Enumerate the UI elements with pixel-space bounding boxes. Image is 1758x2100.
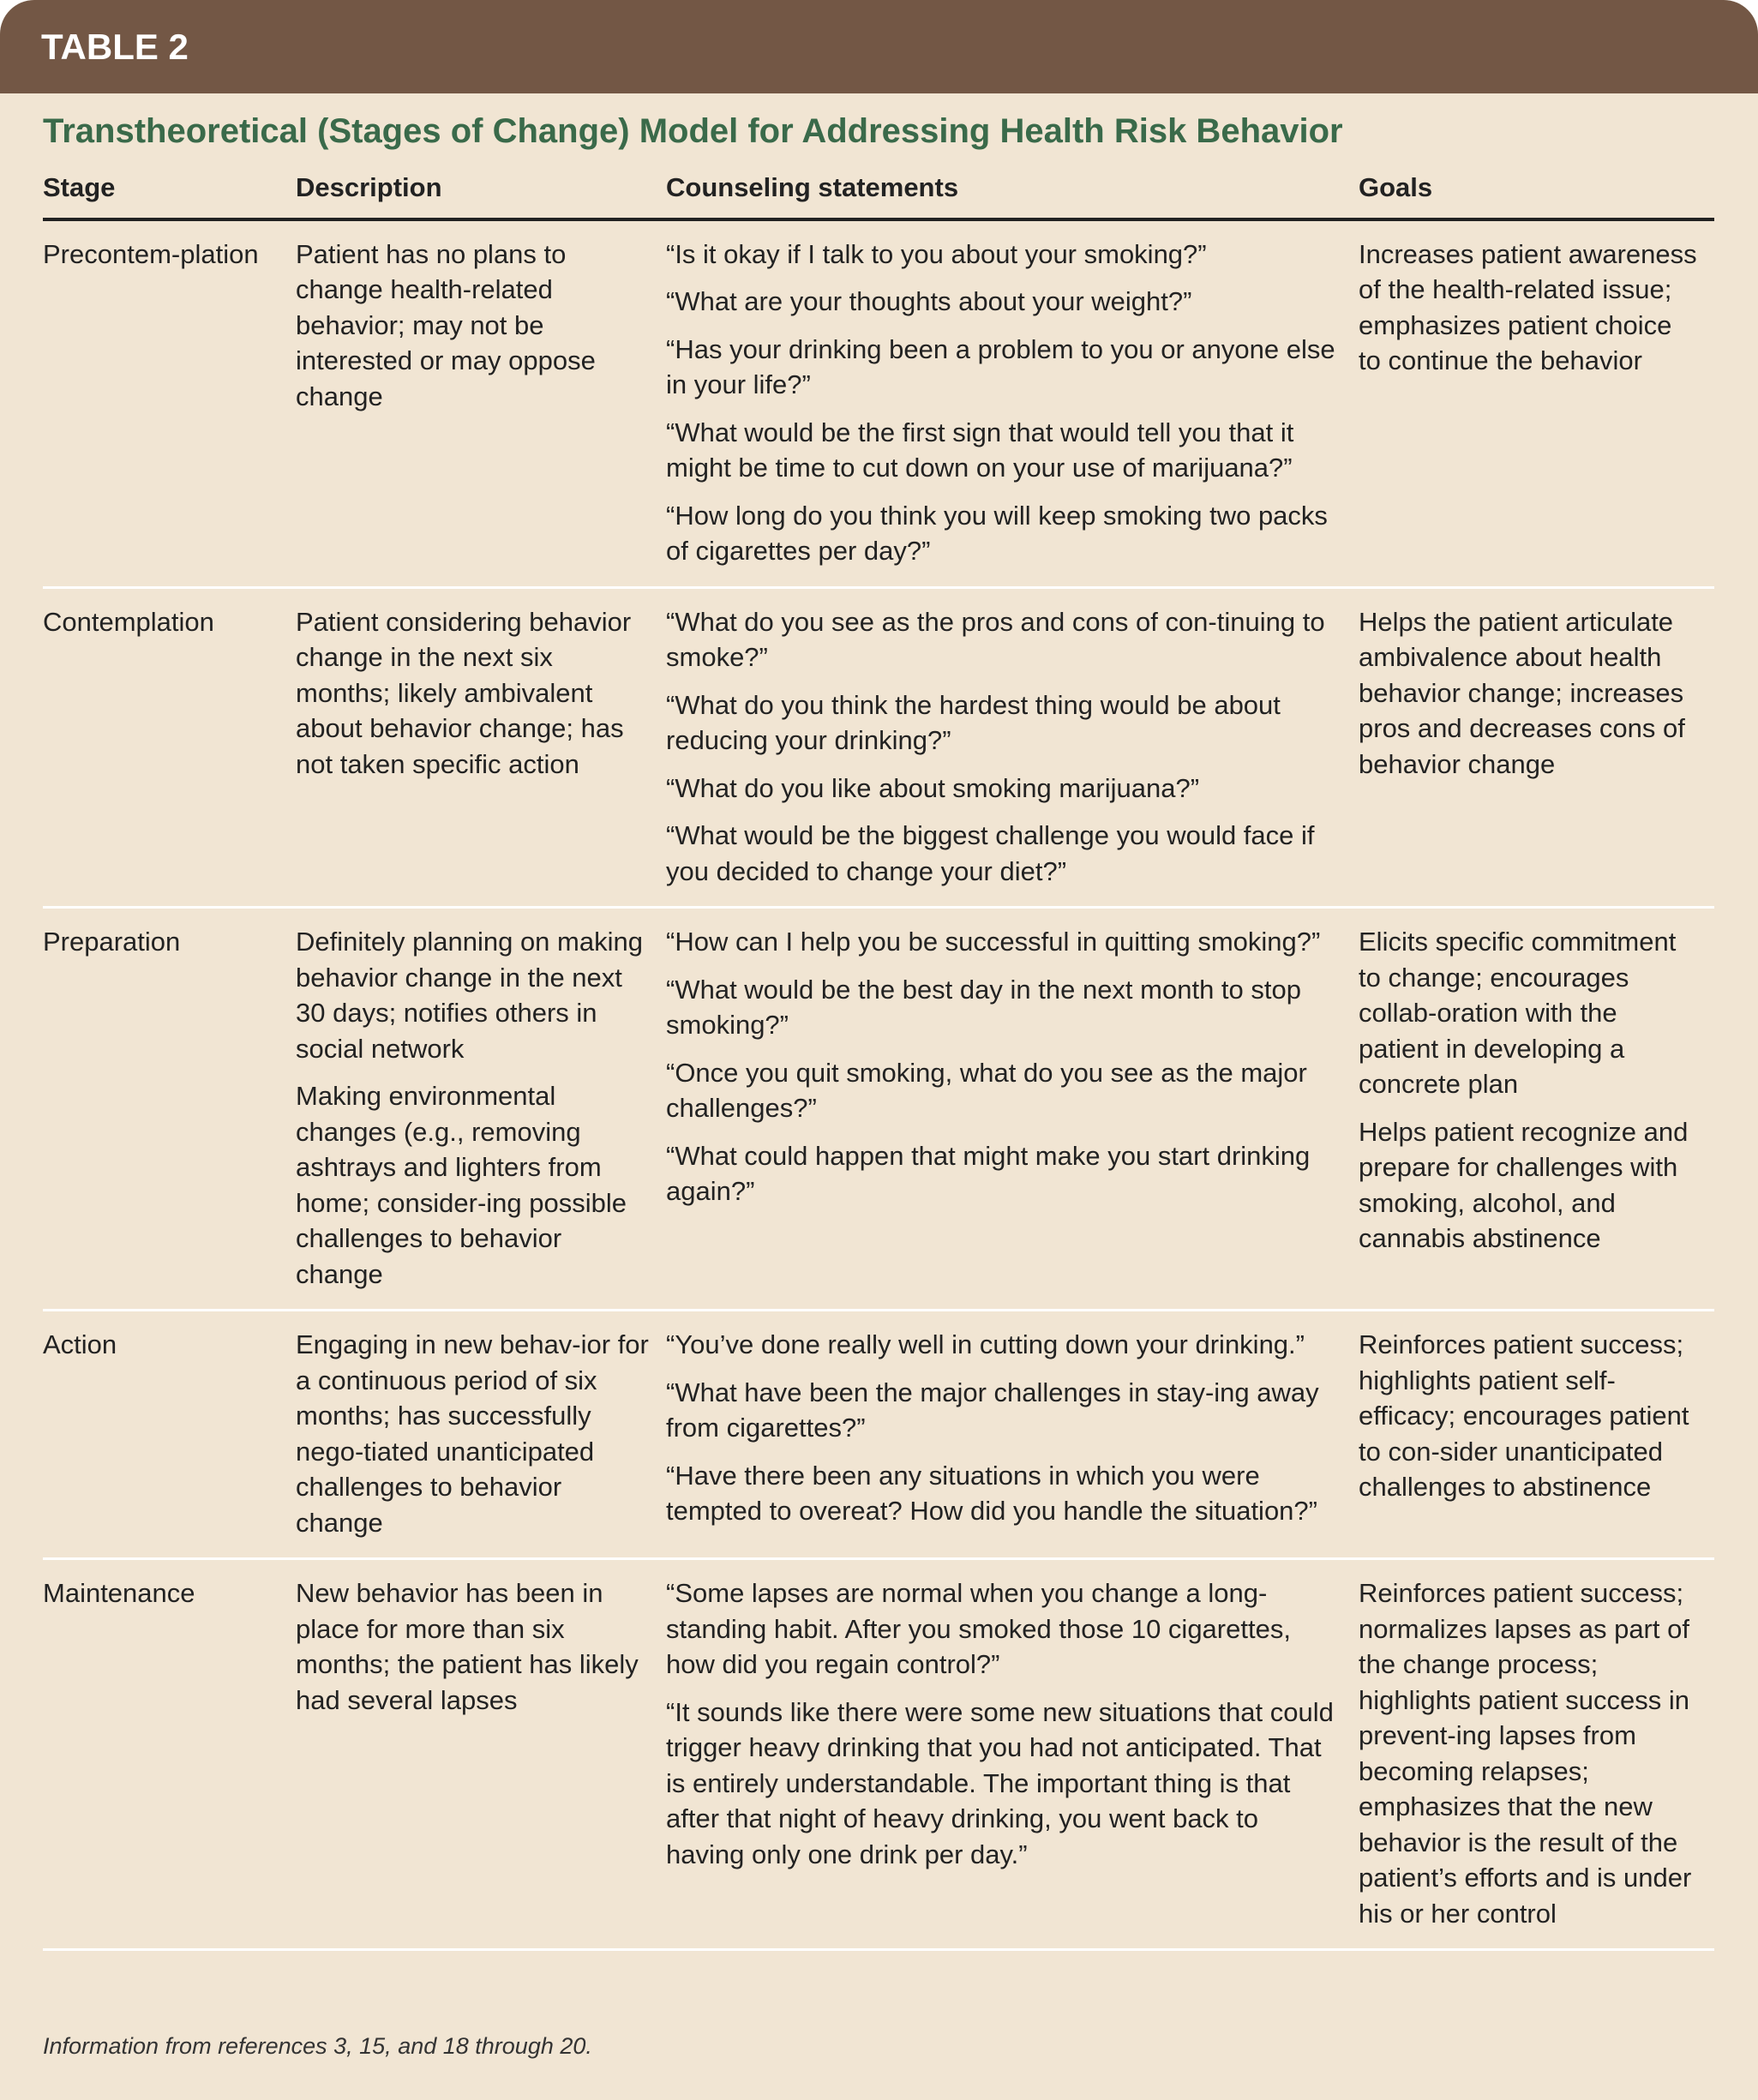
table-title: Transtheoretical (Stages of Change) Mode… (43, 112, 1343, 150)
stage-cell: Preparation (43, 907, 296, 1311)
description-cell-paragraph: Definitely planning on making behavior c… (296, 927, 643, 1064)
description-cell: Patient has no plans to change health-re… (296, 219, 666, 589)
counseling-cell-paragraph: “How long do you think you will keep smo… (666, 500, 1328, 567)
counseling-cell-paragraph: “Once you quit smoking, what do you see … (666, 1057, 1307, 1124)
counseling-cell-paragraph: “What are your thoughts about your weigh… (666, 286, 1192, 316)
stages-table: Stage Description Counseling statements … (43, 163, 1714, 1951)
table-row: Action Engaging in new behav-ior for a co… (43, 1310, 1714, 1560)
description-cell: Patient considering behavior change in t… (296, 587, 666, 909)
description-cell-paragraph: Making environmental changes (e.g., remo… (296, 1081, 627, 1289)
description-cell: Definitely planning on making behavior c… (296, 907, 666, 1311)
table-row: Preparation Definitely planning on making… (43, 907, 1714, 1311)
stage-cell: Precontem-plation (43, 219, 296, 589)
counseling-cell-paragraph: “What could happen that might make you s… (666, 1140, 1311, 1207)
description-cell: New behavior has been in place for more … (296, 1558, 666, 1951)
goals-cell-paragraph: Reinforces patient success; highlights p… (1359, 1329, 1689, 1502)
col-header-goals: Goals (1359, 163, 1714, 221)
counseling-cell: “You’ve done really well in cutting down… (666, 1310, 1359, 1560)
stage-cell: Contemplation (43, 587, 296, 909)
goals-cell-paragraph: Increases patient awareness of the healt… (1359, 238, 1697, 376)
footnote: Information from references 3, 15, and 1… (43, 2033, 592, 2059)
goals-cell: Elicits specific commitment to change; e… (1359, 907, 1714, 1311)
table-row: Contemplation Patient considering behavio… (43, 587, 1714, 909)
counseling-cell: “What do you see as the pros and cons of… (666, 587, 1359, 909)
stage-cell: Action (43, 1310, 296, 1560)
table-label: TABLE 2 (0, 0, 1758, 93)
description-cell-paragraph: Engaging in new behav-ior for a continuo… (296, 1329, 649, 1538)
goals-cell-paragraph: Helps the patient articulate ambivalence… (1359, 606, 1685, 779)
counseling-cell-paragraph: “What do you think the hardest thing wou… (666, 689, 1281, 756)
goals-cell: Reinforces patient success; normalizes l… (1359, 1558, 1714, 1951)
col-header-counseling: Counseling statements (666, 163, 1359, 221)
counseling-cell: “How can I help you be successful in qui… (666, 907, 1359, 1311)
description-cell-paragraph: Patient has no plans to change health-re… (296, 238, 596, 411)
counseling-cell-paragraph: “What do you see as the pros and cons of… (666, 606, 1325, 673)
counseling-cell: “Is it okay if I talk to you about your … (666, 219, 1359, 589)
goals-cell-paragraph: Reinforces patient success; normalizes l… (1359, 1578, 1692, 1929)
counseling-cell-paragraph: “What do you like about smoking marijuan… (666, 772, 1200, 803)
counseling-cell-paragraph: “Has your drinking been a problem to you… (666, 333, 1335, 400)
description-cell: Engaging in new behav-ior for a continuo… (296, 1310, 666, 1560)
counseling-cell-paragraph: “How can I help you be successful in qui… (666, 927, 1321, 957)
counseling-cell-paragraph: “Is it okay if I talk to you about your … (666, 238, 1207, 269)
counseling-cell: “Some lapses are normal when you change … (666, 1558, 1359, 1951)
counseling-cell-paragraph: “Have there been any situations in which… (666, 1460, 1317, 1527)
col-header-stage: Stage (43, 163, 296, 221)
counseling-cell-paragraph: “What would be the biggest challenge you… (666, 820, 1315, 886)
goals-cell: Reinforces patient success; highlights p… (1359, 1310, 1714, 1560)
goals-cell-paragraph: Elicits specific commitment to change; e… (1359, 927, 1677, 1099)
counseling-cell-paragraph: “Some lapses are normal when you change … (666, 1578, 1291, 1679)
table-row: Precontem-plation Patient has no plans to… (43, 219, 1714, 589)
counseling-cell-paragraph: “What have been the major challenges in … (666, 1377, 1319, 1443)
counseling-cell-paragraph: “What would be the best day in the next … (666, 974, 1301, 1041)
description-cell-paragraph: New behavior has been in place for more … (296, 1578, 639, 1715)
counseling-cell-paragraph: “What would be the first sign that would… (666, 417, 1294, 483)
goals-cell-paragraph: Helps patient recognize and prepare for … (1359, 1116, 1689, 1254)
stage-cell: Maintenance (43, 1558, 296, 1951)
table-row: Maintenance New behavior has been in plac… (43, 1558, 1714, 1951)
col-header-description: Description (296, 163, 666, 221)
counseling-cell-paragraph: “You’ve done really well in cutting down… (666, 1329, 1305, 1359)
description-cell-paragraph: Patient considering behavior change in t… (296, 606, 632, 779)
counseling-cell-paragraph: “It sounds like there were some new situ… (666, 1696, 1334, 1869)
goals-cell: Increases patient awareness of the healt… (1359, 219, 1714, 589)
goals-cell: Helps the patient articulate ambivalence… (1359, 587, 1714, 909)
